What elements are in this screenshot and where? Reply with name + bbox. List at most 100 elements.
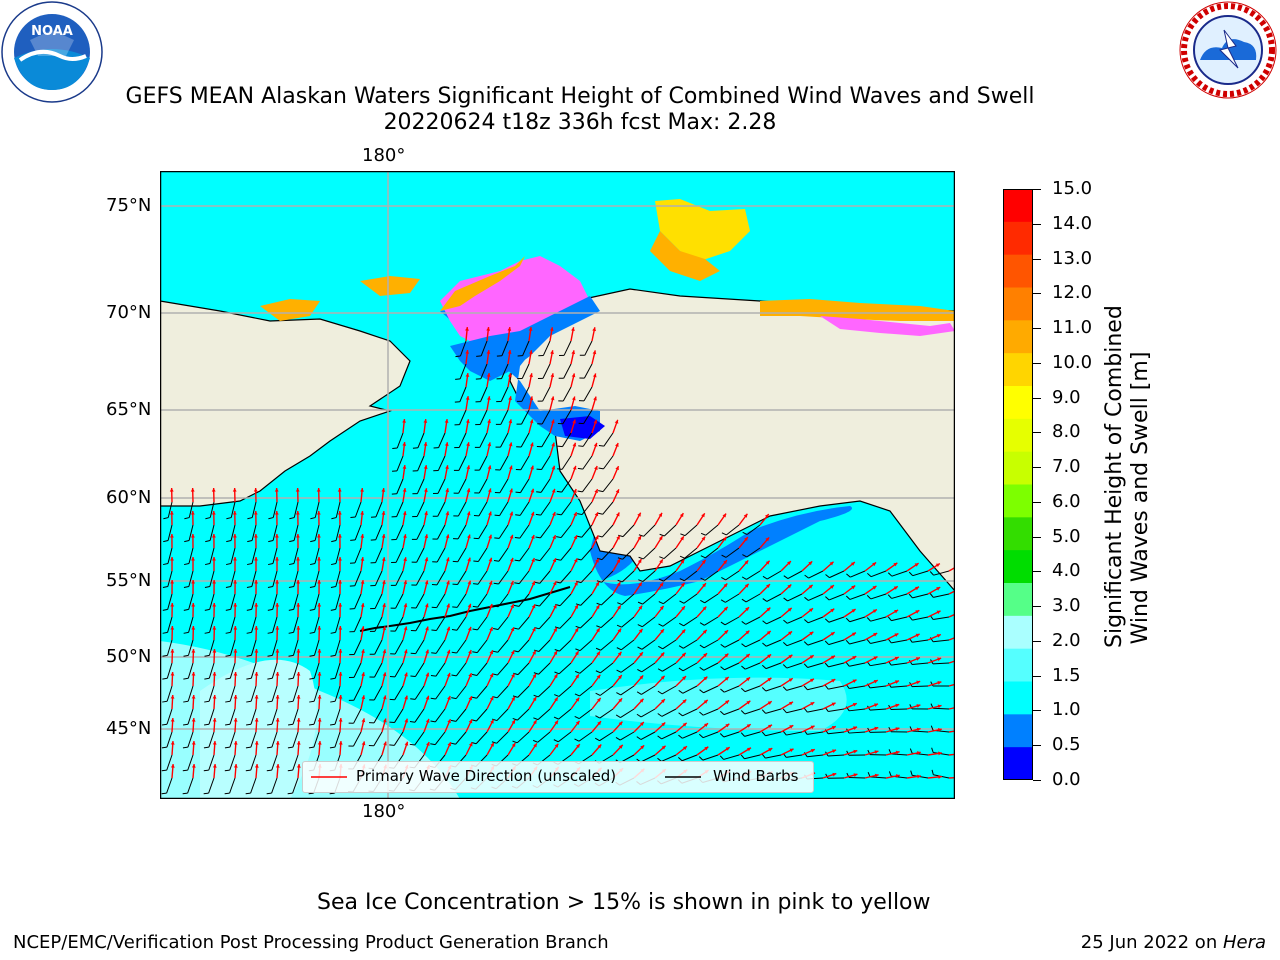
- wave-direction-arrowhead: [296, 695, 301, 699]
- wind-barb: [538, 639, 551, 652]
- wind-barb-flag: [430, 675, 436, 677]
- wind-barb: [538, 662, 551, 675]
- wind-barb-flag: [846, 573, 851, 578]
- wind-barb: [579, 662, 593, 674]
- wave-direction-arrowhead: [425, 626, 429, 631]
- wind-barb-flag: [183, 654, 189, 657]
- wave-direction-arrowhead: [873, 656, 878, 660]
- wind-barb: [725, 570, 740, 581]
- wave-direction-arrowhead: [765, 514, 769, 518]
- wind-barb-flag: [309, 585, 315, 588]
- wave-direction-arrowhead: [575, 720, 580, 725]
- wind-barb: [229, 639, 236, 656]
- wave-direction-arrowhead: [659, 605, 664, 610]
- wind-barb: [537, 731, 551, 743]
- wind-barb: [353, 708, 362, 724]
- wave-direction-arrowhead: [468, 649, 472, 654]
- wind-barb: [293, 501, 299, 518]
- wind-barb-flag: [471, 696, 477, 699]
- wave-direction-arrowhead: [594, 535, 599, 540]
- wave-direction-arrow: [948, 776, 955, 779]
- wave-direction-arrowhead: [551, 488, 556, 493]
- lat-label-70n: 70°N: [106, 302, 152, 323]
- wind-barb-flag: [699, 733, 704, 739]
- wave-direction-arrowhead: [532, 673, 536, 678]
- wave-direction-arrowhead: [832, 772, 837, 777]
- colorbar-swatch: [1003, 714, 1033, 748]
- wind-barb-flag: [598, 490, 604, 493]
- colorbar-swatch: [1003, 254, 1033, 288]
- wind-barb: [682, 731, 698, 739]
- wave-direction-arrowhead: [681, 652, 686, 657]
- wind-barb: [933, 570, 950, 576]
- wind-barb: [724, 639, 740, 648]
- wave-direction-arrowhead: [466, 511, 471, 516]
- wave-direction-arrowhead: [381, 511, 386, 515]
- wave-height-map: Primary Wave Direction (unscaled) Wind B…: [160, 171, 955, 799]
- wind-barb-flag: [638, 556, 644, 560]
- wind-barb-flag: [659, 533, 665, 537]
- wave-direction-arrowhead: [233, 695, 238, 699]
- wave-direction-arrowhead: [445, 534, 450, 539]
- wave-direction-arrowhead: [618, 744, 623, 749]
- wave-direction-arrowhead: [275, 557, 279, 561]
- wave-direction-arrowhead: [572, 465, 577, 470]
- wave-direction-arrowhead: [338, 672, 343, 676]
- wind-barb: [662, 662, 677, 672]
- wave-direction-arrowhead: [295, 511, 300, 515]
- wave-direction-arrowhead: [511, 696, 515, 701]
- wind-barb-flag: [204, 677, 210, 680]
- wave-direction-arrowhead: [703, 676, 708, 681]
- wave-direction-arrowhead: [490, 719, 494, 724]
- wave-direction-arrowhead: [533, 743, 537, 748]
- wind-barb: [456, 662, 467, 677]
- wave-direction-arrowhead: [467, 626, 472, 631]
- wave-direction-arrowhead: [507, 350, 512, 354]
- wave-direction-arrowhead: [509, 557, 514, 562]
- wave-direction-arrowhead: [212, 695, 217, 699]
- wave-direction-arrowhead: [851, 632, 856, 637]
- colorbar-swatch: [1003, 451, 1033, 485]
- wind-barb-flag: [491, 741, 497, 744]
- wave-direction-arrowhead: [360, 534, 365, 538]
- wind-barb-flag: [761, 709, 766, 714]
- wind-barb: [354, 524, 362, 541]
- wave-direction-arrowhead: [425, 695, 430, 700]
- wind-barb: [641, 639, 656, 650]
- wave-direction-arrowhead: [640, 745, 645, 750]
- wind-barb-flag: [204, 608, 210, 611]
- wave-direction-arrowhead: [403, 649, 408, 654]
- wave-direction-arrowhead: [444, 419, 449, 423]
- wave-direction-arrowhead: [681, 606, 685, 611]
- wave-direction-arrowhead: [508, 419, 513, 424]
- wind-barb: [642, 547, 656, 560]
- wave-direction-arrowhead: [317, 695, 322, 699]
- wind-barb: [620, 685, 635, 696]
- wind-barb: [765, 754, 782, 759]
- wave-direction-arrowhead: [895, 703, 900, 708]
- wave-direction-arrowhead: [338, 580, 343, 584]
- wave-direction-arrowhead: [637, 559, 642, 564]
- wave-direction-arrowhead: [936, 634, 941, 638]
- wind-barb: [583, 386, 593, 402]
- wave-direction-arrowhead: [617, 605, 621, 610]
- wind-barb: [353, 685, 362, 701]
- wave-direction-arrowhead: [508, 465, 513, 470]
- wind-barb: [229, 708, 236, 725]
- wave-direction-arrowhead: [745, 607, 750, 612]
- wind-barb-flag: [659, 556, 665, 560]
- wind-barb-flag: [287, 746, 293, 749]
- wave-direction-arrowhead: [552, 558, 557, 563]
- wind-barb-flag: [310, 540, 316, 543]
- wind-barb: [373, 731, 383, 747]
- wind-barb: [912, 662, 929, 665]
- wind-barb: [828, 731, 845, 735]
- wave-direction-arrowhead: [659, 559, 663, 564]
- footer-host: Hera: [1222, 932, 1266, 953]
- wave-direction-arrowhead: [659, 582, 664, 587]
- wind-barb-flag: [533, 672, 539, 675]
- wind-barb: [437, 501, 446, 517]
- colorbar-tick-label: 1.0: [1052, 699, 1081, 721]
- wind-barb: [683, 639, 698, 649]
- wave-direction-arrowhead: [382, 672, 387, 677]
